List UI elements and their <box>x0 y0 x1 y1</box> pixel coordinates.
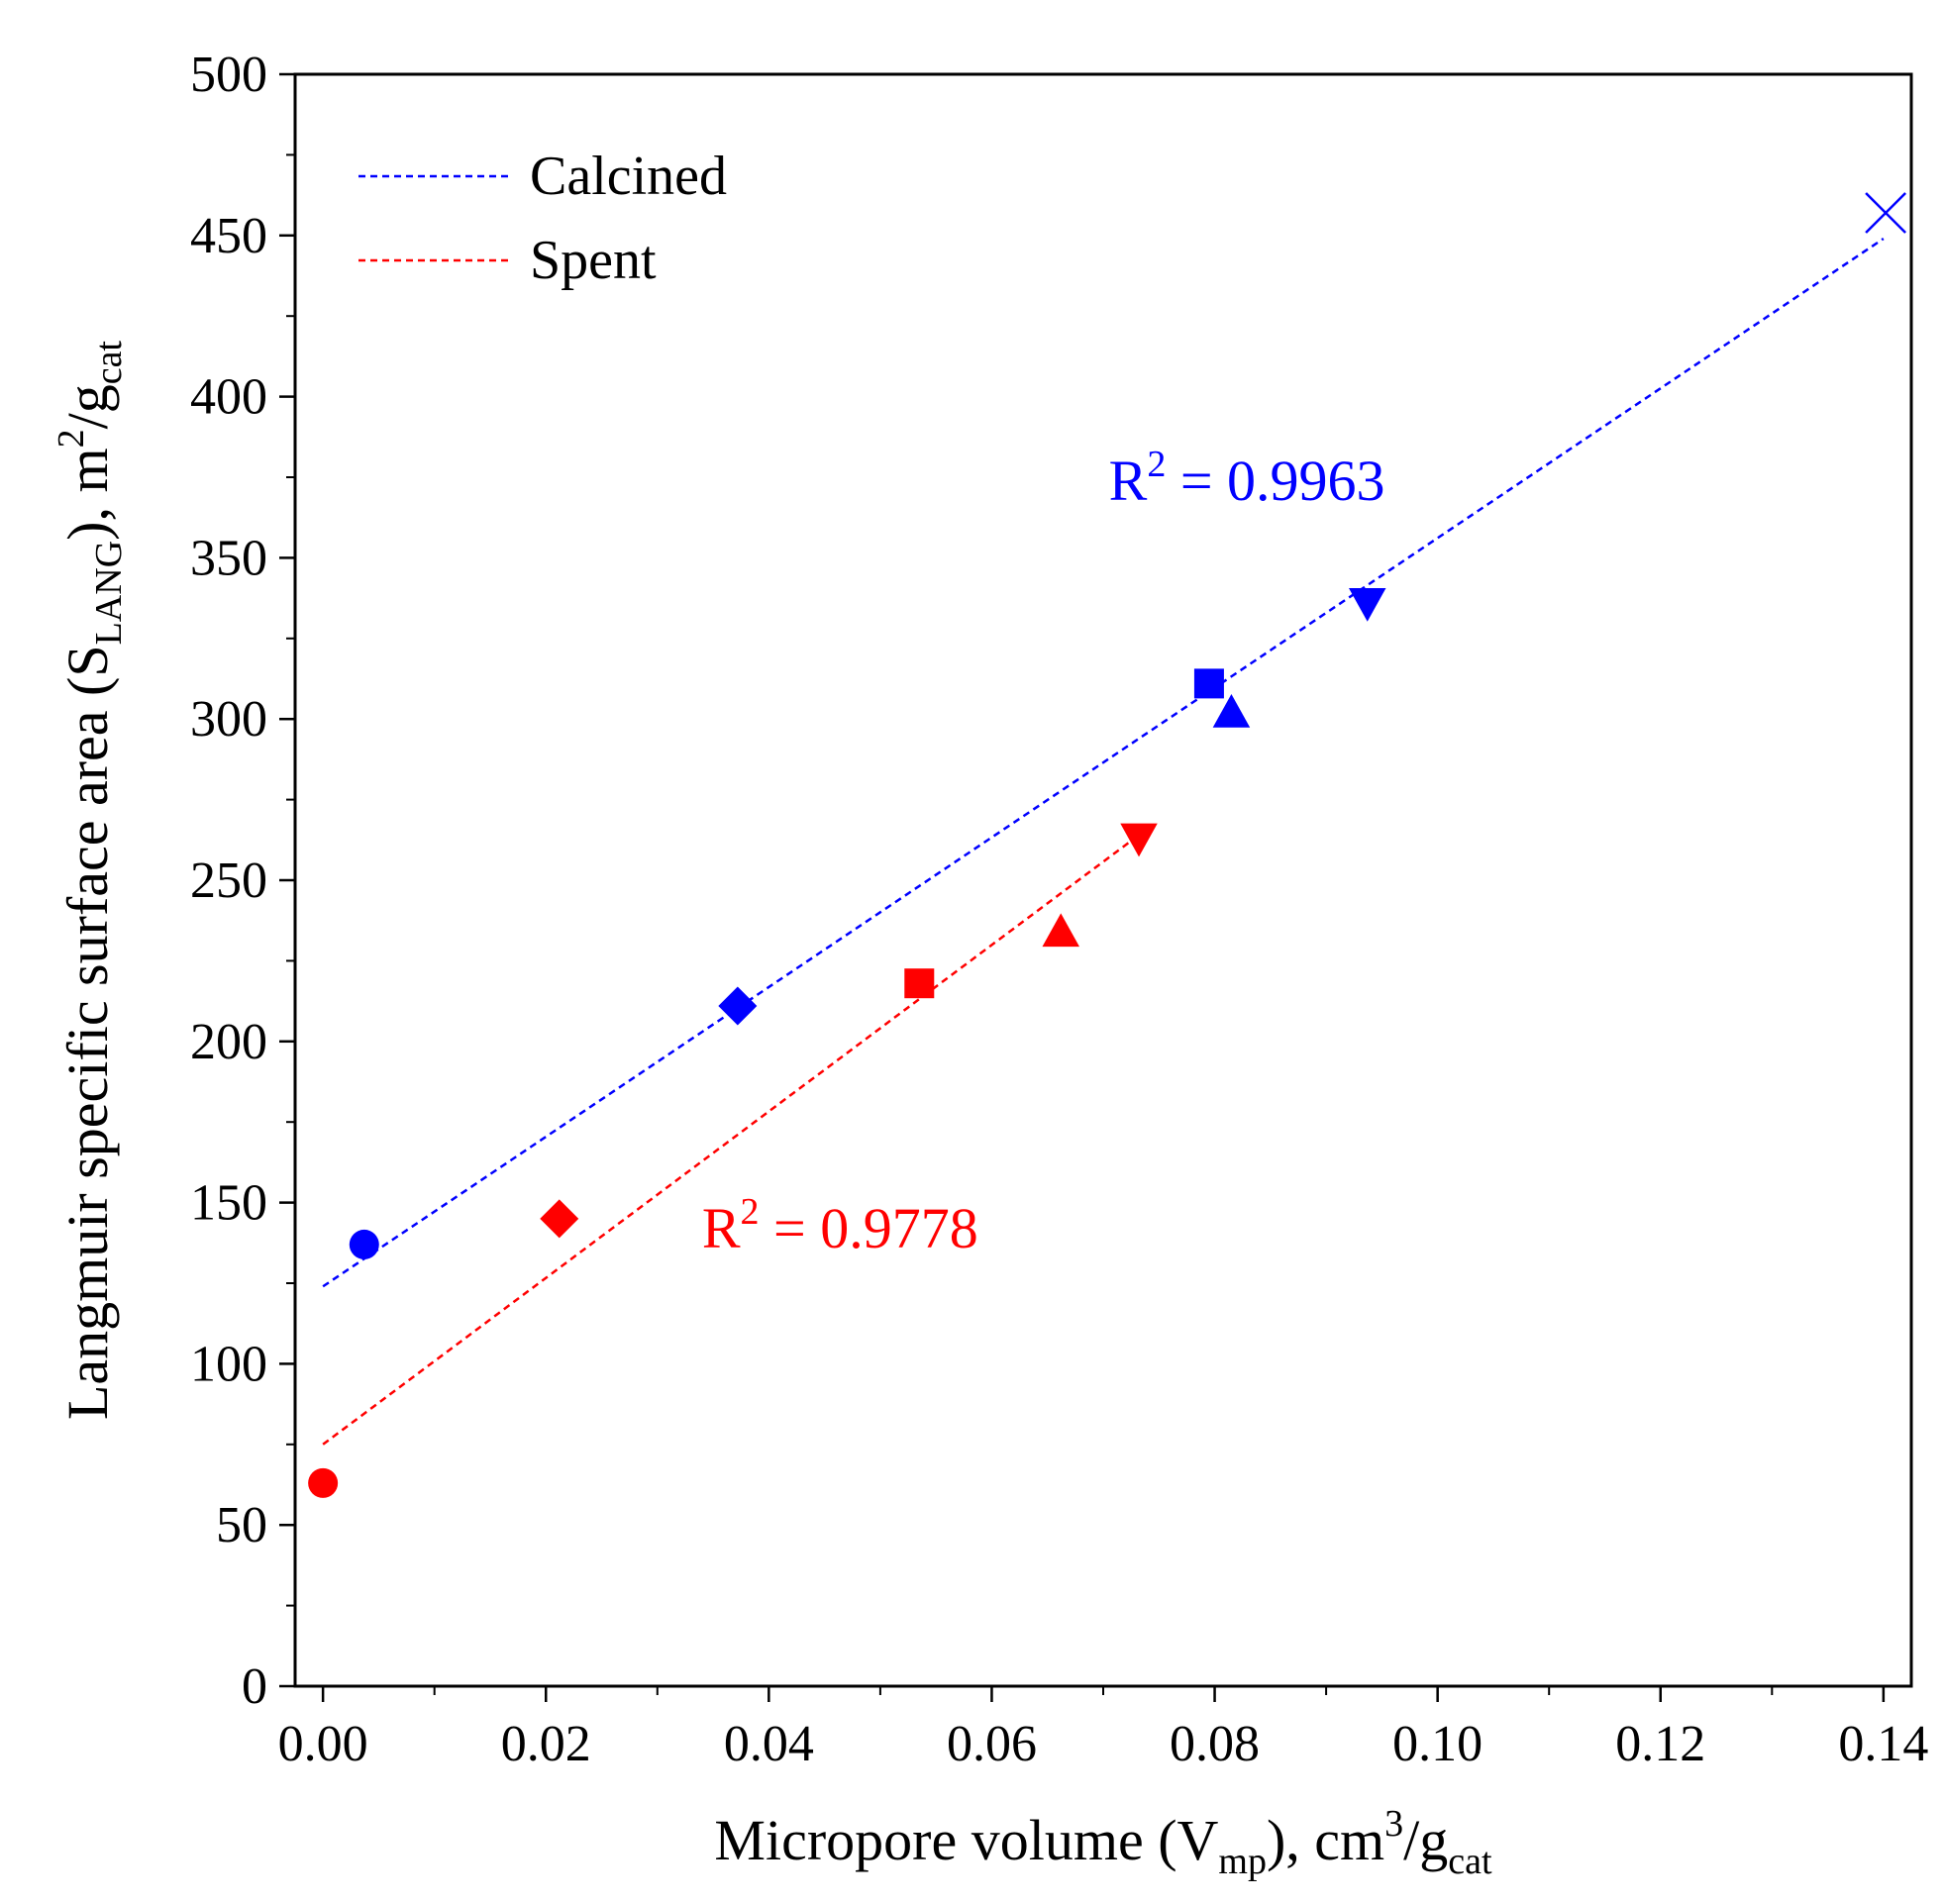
y-tick-label: 50 <box>216 1497 267 1553</box>
x-tick-label: 0.06 <box>947 1716 1037 1772</box>
y-tick-label: 450 <box>190 208 267 264</box>
x-tick-label: 0.10 <box>1392 1716 1483 1772</box>
data-points <box>308 192 1906 1498</box>
y-tick-label: 100 <box>190 1336 267 1392</box>
r2-value: = 0.9778 <box>760 1196 978 1260</box>
x-tick-label: 0.08 <box>1170 1716 1260 1772</box>
y-tick-label: 200 <box>190 1014 267 1070</box>
r2-prefix: R <box>702 1196 741 1260</box>
spent-point-diamond <box>540 1199 579 1239</box>
y-tick-label: 350 <box>190 530 267 586</box>
r2-prefix: R <box>1109 449 1148 513</box>
fit-line-spent <box>322 834 1140 1446</box>
legend-label-spent: Spent <box>530 230 657 291</box>
x-axis-title: Micropore volume (Vmp), cm3/gcat <box>714 1803 1492 1882</box>
legend-label-calcined: Calcined <box>530 146 727 207</box>
x-tick-label: 0.04 <box>724 1716 814 1772</box>
spent-point-triangle-up <box>1042 913 1079 948</box>
fit-lines <box>322 238 1885 1446</box>
y-tick-label: 500 <box>190 47 267 103</box>
r2-value: = 0.9963 <box>1166 449 1384 513</box>
spent-point-square <box>904 968 935 999</box>
calcined-point-circle <box>349 1229 379 1259</box>
calcined-point-x <box>1865 192 1906 234</box>
r2-annotation-spent: R2 = 0.9778 <box>702 1191 978 1260</box>
x-tick-label: 0.00 <box>278 1716 368 1772</box>
spent-point-circle <box>308 1467 339 1498</box>
y-tick-label: 300 <box>190 691 267 748</box>
spent-point-triangle-down <box>1120 823 1158 857</box>
x-tick-label: 0.12 <box>1615 1716 1705 1772</box>
r2-annotation-calcined: R2 = 0.9963 <box>1109 444 1385 513</box>
y-tick-label: 400 <box>190 369 267 426</box>
tick-labels: 0.00 0.02 0.04 0.06 0.08 0.10 0.12 0.14 0 50 100 15… <box>190 47 1928 1772</box>
x-tick-label: 0.02 <box>501 1716 591 1772</box>
x-tick-label: 0.14 <box>1838 1716 1928 1772</box>
calcined-point-triangle-up <box>1212 693 1251 728</box>
y-axis-title: Langmuir specific surface area (SLANG), … <box>51 341 130 1420</box>
calcined-point-square <box>1193 668 1224 699</box>
calcined-point-triangle-down <box>1348 587 1386 622</box>
y-tick-label: 250 <box>190 852 267 909</box>
r2-superscript: 2 <box>741 1191 760 1233</box>
y-tick-label: 150 <box>190 1175 267 1232</box>
plot-frame <box>293 72 1913 1688</box>
fit-line-calcined <box>322 238 1885 1288</box>
y-tick-label: 0 <box>242 1658 267 1715</box>
calcined-point-diamond <box>718 986 758 1026</box>
tick-marks <box>279 72 1886 1702</box>
legend: Calcined Spent <box>358 146 727 291</box>
r2-superscript: 2 <box>1147 444 1166 485</box>
